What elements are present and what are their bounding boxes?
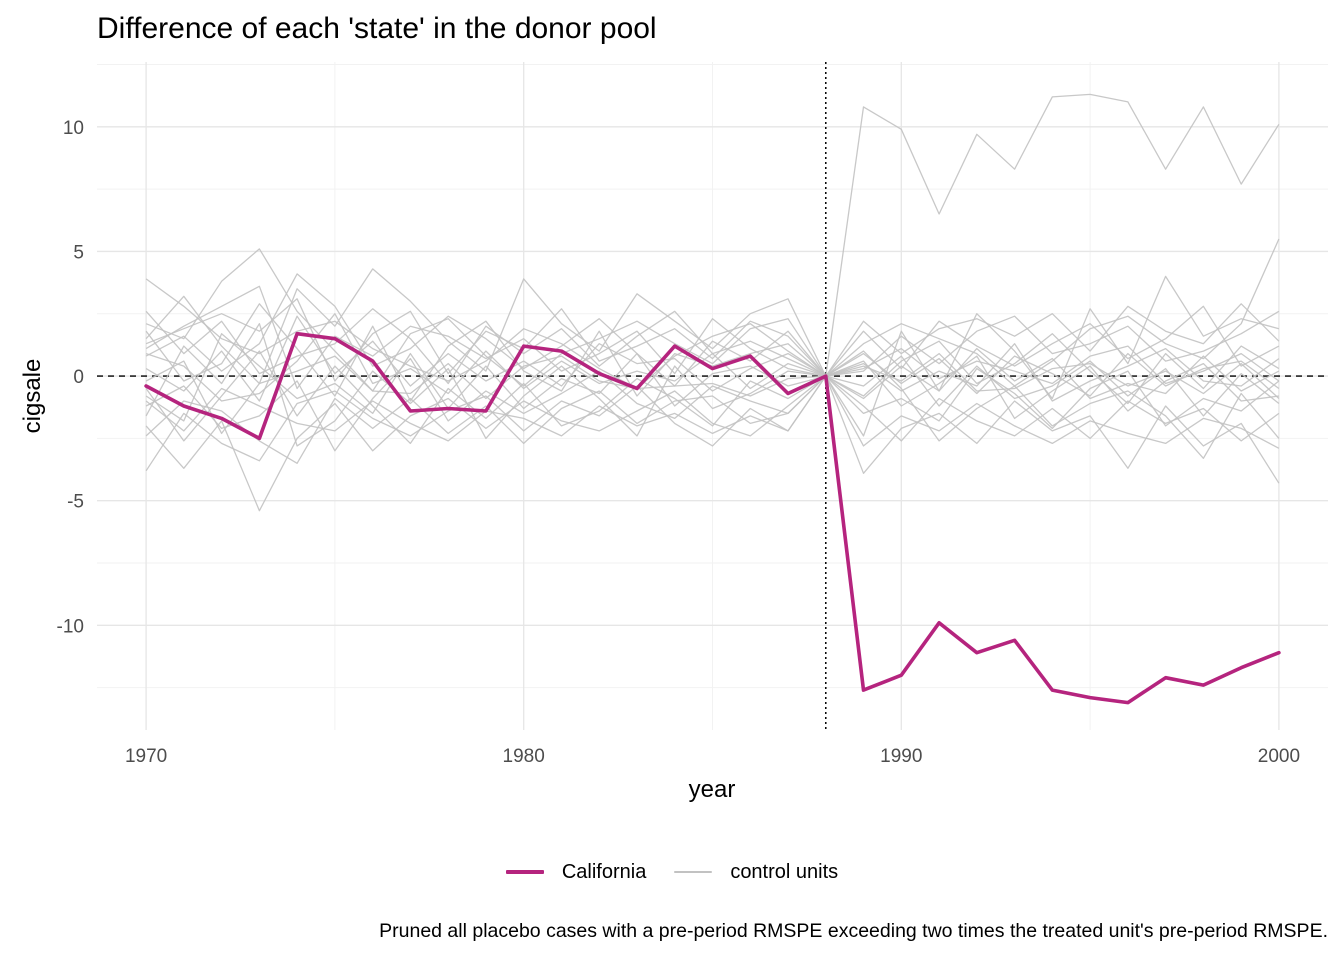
legend-key-california [505, 870, 544, 874]
legend: California control units [0, 858, 1344, 886]
series-line-california [144, 331, 1281, 705]
series-line-control-unit-12 [145, 315, 1280, 402]
series-line-control-unit-15 [145, 333, 1280, 422]
chart-title: Difference of each 'state' in the donor … [97, 12, 657, 45]
series-line-control-unit-17 [145, 352, 1280, 435]
reference-lines [97, 62, 1328, 730]
series-line-control-unit-6 [145, 273, 1280, 405]
x-tick-label: 2000 [1258, 746, 1300, 767]
control-unit-lines [145, 93, 1280, 512]
x-tick-label: 1990 [880, 746, 922, 767]
series-line-control-unit-9 [145, 350, 1280, 445]
legend-label-control-units: control units [730, 860, 839, 883]
major-gridlines [97, 62, 1328, 730]
y-tick-label: 10 [63, 118, 84, 139]
legend-label-california: California [561, 860, 647, 883]
series-line-control-unit-13 [145, 323, 1280, 447]
series-line-control-unit-14 [145, 313, 1280, 402]
x-axis-label: year [689, 776, 736, 803]
series-line-control-unit-1 [145, 93, 1280, 390]
treated-unit-line [144, 331, 1281, 705]
x-tick-label: 1970 [125, 746, 167, 767]
y-tick-label: -5 [67, 492, 84, 513]
y-tick-label: -10 [57, 616, 84, 637]
series-line-control-unit-11 [145, 375, 1280, 464]
minor-gridlines [97, 62, 1328, 730]
series-line-control-unit-19 [145, 375, 1280, 449]
series-line-control-unit-10 [145, 285, 1280, 390]
y-tick-label: 5 [73, 242, 84, 263]
legend-item-california: California [505, 860, 647, 884]
x-tick-label: 1980 [503, 746, 545, 767]
y-tick-labels: -10 -5 0 5 10 [57, 118, 84, 638]
chart-caption: Pruned all placebo cases with a pre-peri… [379, 920, 1328, 942]
series-line-control-unit-3 [145, 375, 1280, 512]
legend-item-control-units: control units [674, 861, 838, 884]
y-tick-label: 0 [73, 367, 84, 388]
series-line-control-unit-16 [145, 303, 1280, 402]
x-tick-labels: 1970 1980 1990 2000 [125, 746, 1300, 767]
series-line-control-unit-7 [145, 355, 1279, 452]
legend-key-control-units [674, 871, 713, 873]
y-axis-label: cigsale [19, 359, 46, 434]
series-line-control-unit-18 [145, 298, 1280, 382]
series-line-control-unit-5 [145, 350, 1280, 472]
series-line-control-unit-2 [145, 238, 1280, 392]
series-line-control-unit-4 [145, 268, 1280, 437]
